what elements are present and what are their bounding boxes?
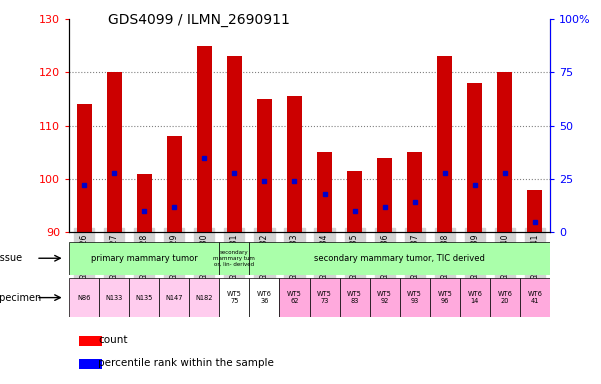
Bar [460, 278, 490, 317]
Bar [219, 242, 249, 275]
Bar [498, 73, 513, 232]
Text: WT5
92: WT5 92 [377, 291, 392, 304]
Bar [287, 96, 302, 232]
Bar [490, 278, 520, 317]
Text: N86: N86 [78, 295, 91, 301]
Bar [189, 278, 219, 317]
Text: WT5
83: WT5 83 [347, 291, 362, 304]
Bar [310, 278, 340, 317]
Text: secondary
mammary tum
or, lin- derived: secondary mammary tum or, lin- derived [213, 250, 255, 266]
Bar [227, 56, 242, 232]
Bar [317, 152, 332, 232]
Text: WT5
75: WT5 75 [227, 291, 242, 304]
Text: N182: N182 [195, 295, 213, 301]
Bar [468, 83, 482, 232]
Bar [347, 171, 362, 232]
Bar [159, 278, 189, 317]
Bar [249, 242, 550, 275]
Text: secondary mammary tumor, TIC derived: secondary mammary tumor, TIC derived [314, 254, 485, 263]
Bar [69, 278, 99, 317]
Bar [249, 278, 279, 317]
Bar [99, 278, 129, 317]
Text: WT6
41: WT6 41 [528, 291, 542, 304]
Bar [370, 278, 400, 317]
Text: N147: N147 [165, 295, 183, 301]
Bar [340, 278, 370, 317]
Bar [79, 336, 102, 346]
Bar [77, 104, 92, 232]
Bar [137, 174, 152, 232]
Bar [520, 278, 550, 317]
Bar [438, 56, 453, 232]
Bar [279, 278, 310, 317]
Bar [107, 73, 122, 232]
Text: WT6
20: WT6 20 [498, 291, 512, 304]
Bar [257, 99, 272, 232]
Bar [430, 278, 460, 317]
Bar [69, 242, 219, 275]
Bar [79, 359, 102, 369]
Bar [528, 190, 543, 232]
Bar [219, 278, 249, 317]
Text: WT6
14: WT6 14 [468, 291, 482, 304]
Bar [167, 136, 182, 232]
Bar [377, 158, 392, 232]
Text: WT6
36: WT6 36 [257, 291, 272, 304]
Bar [129, 278, 159, 317]
Text: count: count [98, 335, 127, 345]
Text: WT5
96: WT5 96 [438, 291, 452, 304]
Text: WT5
93: WT5 93 [407, 291, 422, 304]
Text: percentile rank within the sample: percentile rank within the sample [98, 358, 274, 368]
Text: tissue: tissue [0, 253, 23, 263]
Text: WT5
73: WT5 73 [317, 291, 332, 304]
Bar [407, 152, 422, 232]
Text: primary mammary tumor: primary mammary tumor [91, 254, 198, 263]
Text: N135: N135 [136, 295, 153, 301]
Bar [400, 278, 430, 317]
Text: N133: N133 [106, 295, 123, 301]
Bar [197, 46, 212, 232]
Text: specimen: specimen [0, 293, 41, 303]
Text: GDS4099 / ILMN_2690911: GDS4099 / ILMN_2690911 [108, 13, 290, 27]
Text: WT5
62: WT5 62 [287, 291, 302, 304]
